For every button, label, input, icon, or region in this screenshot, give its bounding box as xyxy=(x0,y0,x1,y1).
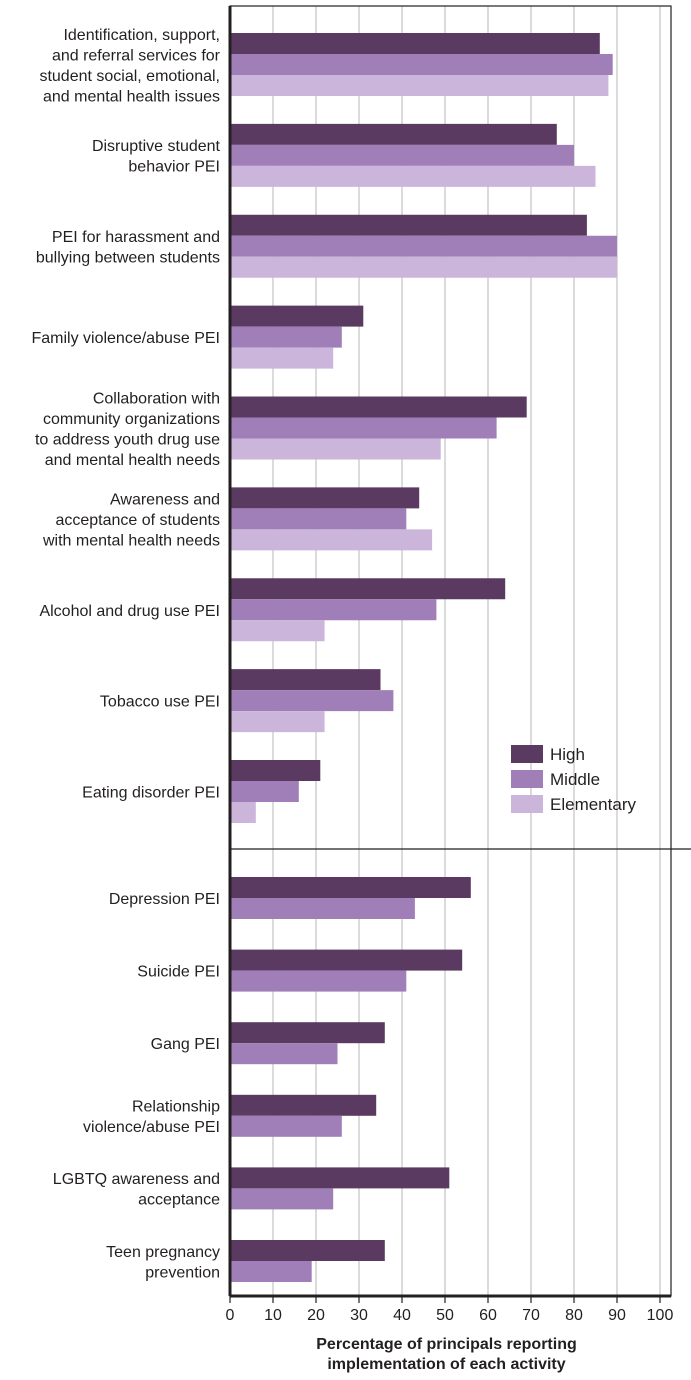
category-label: and mental health needs xyxy=(45,452,220,469)
legend-swatch-middle xyxy=(511,770,543,788)
legend-label-middle: Middle xyxy=(550,770,600,789)
bar-middle-1-0 xyxy=(230,898,415,919)
bar-high-1-3 xyxy=(230,1094,377,1116)
tick-label: 60 xyxy=(479,1307,497,1324)
bar-high-0-3 xyxy=(230,305,364,327)
category-label: Collaboration with xyxy=(93,390,220,407)
tick-label: 40 xyxy=(393,1307,411,1324)
bar-middle-1-2 xyxy=(230,1043,338,1065)
category-label: acceptance xyxy=(138,1192,220,1209)
bar-high-0-2 xyxy=(230,214,587,236)
category-label: Alcohol and drug use PEI xyxy=(39,603,220,620)
category-label: prevention xyxy=(145,1264,220,1281)
bar-middle-0-6 xyxy=(230,599,437,621)
category-label: Eating disorder PEI xyxy=(82,785,220,802)
category-label: PEI for harassment and xyxy=(52,229,220,246)
bars xyxy=(230,33,617,1282)
tick-label: 70 xyxy=(522,1307,540,1324)
category-label: Tobacco use PEI xyxy=(100,694,220,711)
category-label: Awareness and xyxy=(110,491,220,508)
category-label: Teen pregnancy xyxy=(106,1244,220,1261)
tick-label: 50 xyxy=(436,1307,454,1324)
bar-high-1-2 xyxy=(230,1022,385,1044)
bar-middle-0-3 xyxy=(230,326,342,348)
bar-middle-0-4 xyxy=(230,417,497,439)
bar-high-0-0 xyxy=(230,33,600,54)
category-labels: Identification, support, and referral ser… xyxy=(31,27,220,1282)
bar-elementary-0-5 xyxy=(230,529,433,551)
bar-middle-1-5 xyxy=(230,1261,312,1282)
bar-high-0-8 xyxy=(230,760,321,781)
category-label: to address youth drug use xyxy=(35,431,220,448)
bar-high-0-1 xyxy=(230,123,557,145)
bar-middle-1-1 xyxy=(230,970,407,992)
x-axis-title: Percentage of principals reporting implem… xyxy=(316,1336,577,1373)
tick-label: 30 xyxy=(350,1307,368,1324)
category-label: Disruptive student xyxy=(92,138,221,155)
category-label: bullying between students xyxy=(36,250,220,267)
chart-frame xyxy=(228,5,691,1298)
tick-label: 100 xyxy=(647,1307,674,1324)
category-label: Gang PEI xyxy=(151,1036,220,1053)
category-label: and mental health issues xyxy=(43,88,220,105)
bar-middle-1-3 xyxy=(230,1115,342,1137)
bar-high-0-5 xyxy=(230,487,420,509)
category-label: Depression PEI xyxy=(109,891,220,908)
legend-label-high: High xyxy=(550,745,585,764)
tick-label: 10 xyxy=(264,1307,282,1324)
legend-label-elementary: Elementary xyxy=(550,795,636,814)
category-label: Family violence/abuse PEI xyxy=(31,330,220,347)
bar-elementary-0-6 xyxy=(230,620,325,642)
category-label: with mental health needs xyxy=(42,532,220,549)
bar-middle-0-5 xyxy=(230,508,407,530)
tick-label: 0 xyxy=(226,1307,235,1324)
bar-high-1-5 xyxy=(230,1240,385,1261)
bar-high-1-0 xyxy=(230,877,471,898)
category-label: LGBTQ awareness and xyxy=(53,1171,220,1188)
bar-middle-0-0 xyxy=(230,54,613,75)
bar-elementary-0-1 xyxy=(230,165,596,187)
legend-swatch-high xyxy=(511,745,543,763)
category-label: acceptance of students xyxy=(55,512,220,529)
category-label: community organizations xyxy=(43,411,220,428)
bar-high-1-4 xyxy=(230,1167,450,1189)
category-label: student social, emotional, xyxy=(39,68,220,85)
x-axis-title-line: Percentage of principals reporting xyxy=(316,1336,577,1353)
category-label: Suicide PEI xyxy=(137,964,220,981)
bar-high-0-6 xyxy=(230,578,506,600)
x-axis-title-line: implementation of each activity xyxy=(327,1356,565,1373)
tick-label: 90 xyxy=(608,1307,626,1324)
bar-elementary-0-3 xyxy=(230,347,334,369)
category-label: Relationship xyxy=(132,1099,220,1116)
bar-middle-0-1 xyxy=(230,144,574,166)
bar-high-0-4 xyxy=(230,396,527,418)
bar-elementary-0-0 xyxy=(230,75,609,96)
bar-high-0-7 xyxy=(230,669,381,691)
bar-elementary-0-4 xyxy=(230,438,441,460)
bar-elementary-0-8 xyxy=(230,802,256,823)
category-label: violence/abuse PEI xyxy=(83,1119,220,1136)
bar-elementary-0-7 xyxy=(230,711,325,733)
tick-label: 80 xyxy=(565,1307,583,1324)
bar-high-1-1 xyxy=(230,949,463,971)
legend-swatch-elementary xyxy=(511,795,543,813)
tick-label: 20 xyxy=(307,1307,325,1324)
category-label: and referral services for xyxy=(52,47,221,64)
x-axis-ticks: 0 10 20 30 40 50 60 70 80 90 100 xyxy=(226,1296,674,1324)
bar-middle-0-8 xyxy=(230,781,299,802)
legend: High Middle Elementary xyxy=(511,745,636,814)
bar-middle-0-2 xyxy=(230,235,617,257)
category-label: behavior PEI xyxy=(128,159,220,176)
bar-elementary-0-2 xyxy=(230,256,617,278)
bar-middle-0-7 xyxy=(230,690,394,712)
bar-middle-1-4 xyxy=(230,1188,334,1210)
category-label: Identification, support, xyxy=(63,27,220,44)
